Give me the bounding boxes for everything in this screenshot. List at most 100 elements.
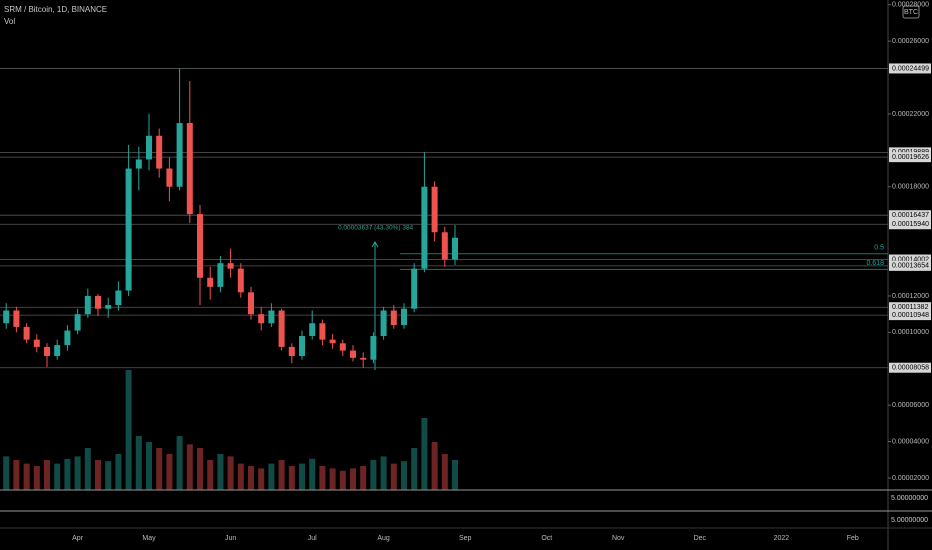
level-label: 0.00024499 xyxy=(892,65,929,72)
candle-body xyxy=(197,214,203,278)
x-tick-label: Jun xyxy=(225,535,236,542)
level-label: 0.00016437 xyxy=(892,212,929,219)
volume-bar xyxy=(84,448,91,490)
measure-arrow-head xyxy=(371,241,379,248)
candle-body xyxy=(421,186,428,269)
level-label: 0.00014002 xyxy=(892,256,929,263)
indicator-label: Vol xyxy=(4,17,15,26)
level-label-box xyxy=(889,302,931,313)
volume-bar xyxy=(3,456,10,490)
candle-body xyxy=(95,295,101,309)
candle-body xyxy=(44,346,50,357)
candle-body xyxy=(156,135,163,169)
currency-badge[interactable] xyxy=(902,5,920,19)
pane-scale-label: 5.00000000 xyxy=(891,517,928,524)
candle-body xyxy=(360,357,367,360)
volume-bar xyxy=(176,436,183,490)
candle-body xyxy=(3,310,10,324)
x-tick-label: Oct xyxy=(541,535,552,542)
volume-bar xyxy=(227,456,234,490)
volume-bar xyxy=(44,460,50,490)
candle-body xyxy=(452,237,458,260)
candle-body xyxy=(441,232,448,260)
volume-bar xyxy=(421,418,428,490)
candle-body xyxy=(146,135,152,160)
volume-bar xyxy=(186,444,193,490)
candle-body xyxy=(115,290,122,306)
volume-bar xyxy=(452,460,458,490)
candle-body xyxy=(329,339,336,344)
volume-bar xyxy=(166,454,173,490)
volume-bar xyxy=(309,458,316,490)
volume-bar xyxy=(258,468,265,490)
candle-body xyxy=(33,339,40,347)
level-label: 0.00010948 xyxy=(892,312,929,319)
volume-bar xyxy=(95,460,101,490)
y-tick-label: 0.00002000 xyxy=(892,475,929,482)
pane-scale-label: 5.00000000 xyxy=(891,495,928,502)
volume-bar xyxy=(401,461,407,490)
level-label-box xyxy=(889,219,931,230)
level-label: 0.00013654 xyxy=(892,263,929,270)
candle-body xyxy=(380,310,387,337)
volume-bar xyxy=(319,466,326,490)
x-tick-label: 2022 xyxy=(774,535,790,542)
candle-body xyxy=(54,345,61,357)
level-label-box xyxy=(889,63,931,74)
candle-body xyxy=(166,168,173,187)
volume-bar xyxy=(146,442,152,490)
level-label: 0.00011382 xyxy=(892,304,929,311)
candle-body xyxy=(268,310,275,324)
volume-bar xyxy=(197,448,203,490)
chart-title: SRM / Bitcoin, 1D, BINANCE xyxy=(4,5,107,14)
volume-bar xyxy=(13,460,20,490)
volume-bar xyxy=(207,460,214,490)
x-tick-label: May xyxy=(142,535,156,542)
candle-body xyxy=(309,323,316,337)
level-label: 0.00019626 xyxy=(892,154,929,161)
candle-body xyxy=(135,159,142,169)
candle-body xyxy=(339,343,346,351)
candle-body xyxy=(319,323,326,340)
y-tick-label: 0.00022000 xyxy=(892,111,929,118)
candle-body xyxy=(370,336,377,360)
x-tick-label: Nov xyxy=(612,535,625,542)
volume-bar xyxy=(441,454,448,490)
candle-body xyxy=(207,277,214,287)
x-tick-label: Sep xyxy=(459,535,472,542)
candle-body xyxy=(350,350,356,358)
x-tick-label: Dec xyxy=(694,535,707,542)
volume-bar xyxy=(390,463,397,490)
candle-body xyxy=(299,336,305,357)
candle-body xyxy=(258,314,265,324)
volume-bar xyxy=(350,468,356,490)
candle-body xyxy=(411,268,418,309)
candle-body xyxy=(248,292,254,315)
y-tick-label: 0.00018000 xyxy=(892,184,929,191)
level-label-box xyxy=(889,310,931,321)
x-tick-label: Apr xyxy=(72,535,84,542)
volume-bar xyxy=(217,454,224,490)
candle-body xyxy=(186,123,193,215)
volume-bar xyxy=(431,442,438,490)
volume-bar xyxy=(64,458,71,490)
level-label: 0.00015940 xyxy=(892,221,929,228)
level-label-box xyxy=(889,210,931,221)
volume-bar xyxy=(278,460,285,490)
y-tick-label: 0.00004000 xyxy=(892,438,929,445)
candle-body xyxy=(431,186,438,233)
candle-body xyxy=(23,326,30,340)
x-tick-label: Feb xyxy=(847,535,859,542)
candle-body xyxy=(125,168,132,291)
y-tick-label: 0.00026000 xyxy=(892,38,929,45)
x-tick-label: Jul xyxy=(308,535,317,542)
volume-bar xyxy=(268,463,275,490)
volume-bar xyxy=(23,463,30,490)
candle-body xyxy=(390,310,397,326)
volume-bar xyxy=(411,448,418,490)
volume-bar xyxy=(135,436,142,490)
candle-body xyxy=(227,263,234,269)
volume-bar xyxy=(54,463,61,490)
level-label-box xyxy=(889,254,931,265)
